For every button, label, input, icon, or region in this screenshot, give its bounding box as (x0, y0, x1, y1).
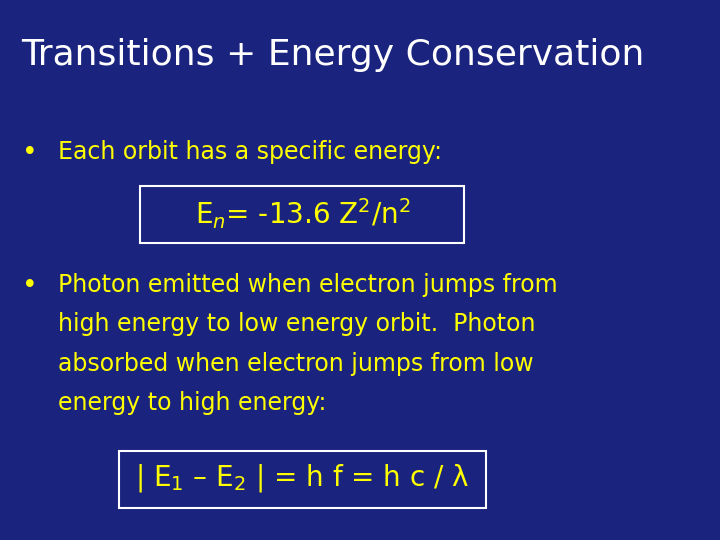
Text: energy to high energy:: energy to high energy: (58, 391, 326, 415)
Text: •: • (22, 273, 37, 299)
FancyBboxPatch shape (119, 451, 486, 508)
Text: absorbed when electron jumps from low: absorbed when electron jumps from low (58, 352, 534, 375)
Text: Photon emitted when electron jumps from: Photon emitted when electron jumps from (58, 273, 557, 296)
FancyBboxPatch shape (140, 186, 464, 243)
Text: high energy to low energy orbit.  Photon: high energy to low energy orbit. Photon (58, 312, 535, 336)
Text: Each orbit has a specific energy:: Each orbit has a specific energy: (58, 140, 441, 164)
Text: E$_{n}$= -13.6 Z$^{2}$/n$^{2}$: E$_{n}$= -13.6 Z$^{2}$/n$^{2}$ (194, 196, 410, 231)
Text: | E$_{1}$ – E$_{2}$ | = h f = h c / λ: | E$_{1}$ – E$_{2}$ | = h f = h c / λ (135, 462, 469, 494)
Text: •: • (22, 140, 37, 166)
Text: Transitions + Energy Conservation: Transitions + Energy Conservation (22, 38, 645, 72)
